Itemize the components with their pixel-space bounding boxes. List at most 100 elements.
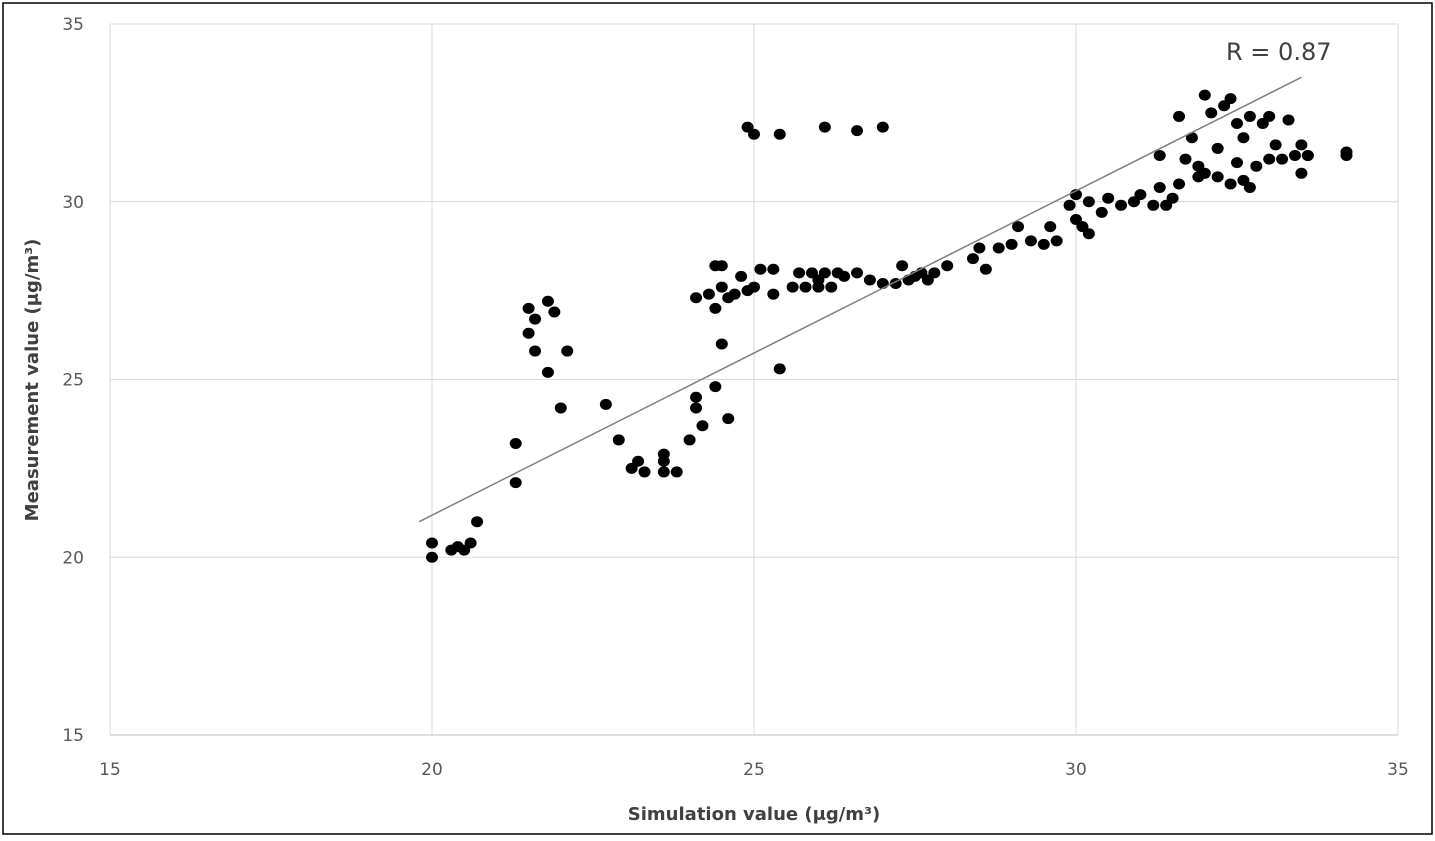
point bbox=[786, 281, 799, 293]
x-tick-label: 20 bbox=[421, 760, 443, 780]
point bbox=[561, 345, 574, 357]
point bbox=[851, 125, 864, 137]
point bbox=[1185, 132, 1198, 144]
point bbox=[426, 537, 438, 549]
point bbox=[1024, 235, 1037, 247]
point bbox=[1269, 139, 1282, 151]
point bbox=[1037, 238, 1050, 250]
point bbox=[696, 420, 709, 432]
point bbox=[928, 267, 941, 279]
point bbox=[818, 267, 831, 279]
point bbox=[657, 448, 670, 460]
point bbox=[1173, 110, 1186, 122]
point bbox=[541, 366, 554, 378]
point bbox=[464, 537, 477, 549]
point bbox=[657, 466, 670, 478]
point bbox=[599, 398, 612, 410]
point bbox=[1224, 178, 1237, 190]
point bbox=[702, 288, 715, 300]
point bbox=[554, 402, 567, 414]
point bbox=[876, 121, 889, 133]
point bbox=[851, 267, 864, 279]
point bbox=[1173, 178, 1186, 190]
point bbox=[632, 455, 645, 467]
point bbox=[1115, 199, 1128, 211]
point bbox=[1288, 150, 1301, 162]
point bbox=[715, 281, 728, 293]
point bbox=[1095, 206, 1108, 218]
point bbox=[1243, 182, 1256, 194]
point bbox=[690, 391, 703, 403]
point bbox=[1231, 118, 1243, 130]
point bbox=[1263, 110, 1276, 122]
point bbox=[509, 477, 522, 489]
point bbox=[1205, 107, 1218, 119]
point bbox=[1276, 153, 1289, 165]
point bbox=[683, 434, 696, 446]
point bbox=[773, 363, 786, 375]
point bbox=[709, 302, 722, 314]
point bbox=[1198, 89, 1211, 101]
point bbox=[529, 345, 542, 357]
x-tick-label: 15 bbox=[99, 760, 121, 780]
point bbox=[1211, 171, 1224, 183]
point bbox=[1102, 192, 1115, 204]
point bbox=[522, 327, 535, 339]
y-tick-label: 30 bbox=[62, 193, 84, 213]
point bbox=[1050, 235, 1063, 247]
point bbox=[748, 281, 760, 293]
point bbox=[541, 295, 554, 307]
point bbox=[709, 260, 722, 272]
y-tick-label: 20 bbox=[62, 548, 84, 568]
x-tick-label: 25 bbox=[743, 760, 765, 780]
point bbox=[1231, 157, 1243, 169]
point bbox=[1153, 182, 1166, 194]
point bbox=[1179, 153, 1192, 165]
point bbox=[825, 281, 838, 293]
point bbox=[728, 288, 741, 300]
point bbox=[1198, 167, 1211, 179]
y-tick-label: 35 bbox=[62, 15, 84, 35]
point bbox=[548, 306, 561, 318]
point bbox=[992, 242, 1005, 254]
point bbox=[1224, 93, 1237, 105]
point bbox=[715, 338, 728, 350]
y-axis-title: Measurement value (μg/m³) bbox=[22, 239, 43, 522]
point bbox=[767, 263, 780, 275]
point bbox=[1295, 139, 1308, 151]
point bbox=[529, 313, 542, 325]
point bbox=[767, 288, 780, 300]
point bbox=[1147, 199, 1160, 211]
point bbox=[896, 260, 909, 272]
point bbox=[1340, 150, 1353, 162]
point bbox=[1301, 150, 1314, 162]
point bbox=[818, 121, 831, 133]
point bbox=[426, 551, 438, 563]
point bbox=[754, 263, 767, 275]
point bbox=[941, 260, 954, 272]
point bbox=[1263, 153, 1276, 165]
point bbox=[838, 270, 851, 282]
point bbox=[1282, 114, 1295, 126]
annotation: R = 0.87 bbox=[1226, 38, 1331, 66]
point bbox=[773, 128, 786, 140]
x-tick-label: 30 bbox=[1065, 760, 1087, 780]
point bbox=[1153, 150, 1166, 162]
point bbox=[979, 263, 992, 275]
point bbox=[973, 242, 986, 254]
point bbox=[1012, 221, 1025, 233]
point bbox=[670, 466, 683, 478]
point bbox=[1250, 160, 1263, 172]
y-tick-label: 15 bbox=[62, 726, 84, 746]
point bbox=[1243, 110, 1256, 122]
y-tick-label: 25 bbox=[62, 371, 84, 391]
trendline bbox=[418, 76, 1302, 523]
point bbox=[709, 381, 722, 393]
point bbox=[1082, 228, 1095, 240]
point bbox=[748, 128, 760, 140]
point bbox=[1237, 132, 1250, 144]
point bbox=[638, 466, 651, 478]
point bbox=[471, 516, 484, 528]
